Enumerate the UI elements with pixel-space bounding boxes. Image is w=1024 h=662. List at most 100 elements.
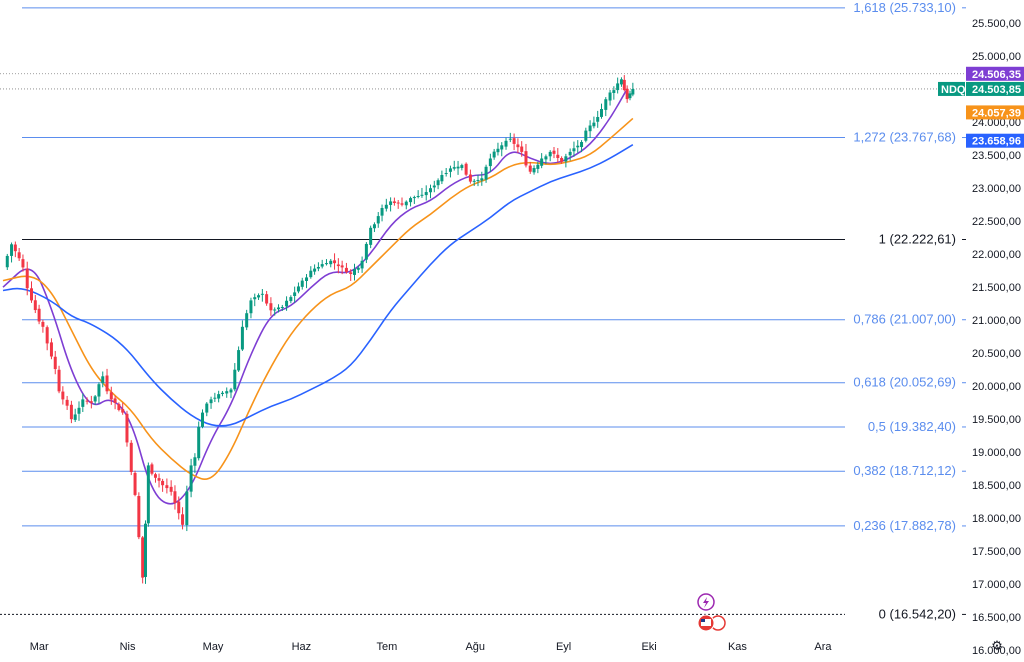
candle-body <box>37 308 41 322</box>
candle-body <box>520 146 524 152</box>
x-tick-label: Mar <box>30 641 49 653</box>
y-tick-label: 20.500,00 <box>972 348 1021 360</box>
candle-body <box>17 252 21 259</box>
candles <box>5 75 635 584</box>
candle-body <box>316 266 320 269</box>
fib-level-label: 0,236 (17.882,78) <box>853 518 956 533</box>
fib-level-label: 0,618 (20.052,69) <box>853 375 956 390</box>
candle-body <box>336 264 340 267</box>
fib-level-label: 0,5 (19.382,40) <box>868 419 956 434</box>
candle-body <box>144 523 147 577</box>
candle-body <box>141 537 145 578</box>
candle-body <box>409 198 413 203</box>
candle-body <box>448 168 452 172</box>
candle-body <box>150 464 154 474</box>
x-tick-label: Tem <box>377 641 398 653</box>
candle-body <box>400 203 404 205</box>
candle-body <box>157 478 161 481</box>
candle-body <box>508 138 512 140</box>
y-tick-label: 16.000,00 <box>972 645 1021 657</box>
candle-body <box>280 307 284 308</box>
candle-body <box>197 426 201 459</box>
x-tick-label: Eyl <box>556 641 571 653</box>
candle-body <box>576 145 580 148</box>
candle-body <box>245 313 249 328</box>
candle-body <box>404 201 408 206</box>
candle-body <box>277 307 280 310</box>
candle-body <box>173 491 177 503</box>
candle-body <box>360 260 364 269</box>
candle-body <box>269 303 273 311</box>
candle-body <box>444 173 448 175</box>
candle-body <box>616 83 620 91</box>
candle-body <box>456 166 460 169</box>
candle-body <box>625 88 629 100</box>
candle-body <box>305 277 309 281</box>
candle-body <box>146 465 150 524</box>
candle-body <box>309 270 313 278</box>
candle-body <box>416 195 420 197</box>
y-tick-label: 17.500,00 <box>972 546 1021 558</box>
candle-body <box>69 404 73 420</box>
candle-body <box>240 326 244 350</box>
candle-body <box>619 79 623 85</box>
candle-body <box>556 154 560 158</box>
candle-body <box>10 244 14 256</box>
candle-body <box>476 180 480 182</box>
candle-body <box>608 92 612 101</box>
flag-stripe <box>701 619 705 622</box>
candle-body <box>289 297 293 302</box>
price-badges: 24.506,35 24.503,85 NDQ 24.057,39 23.658,96 <box>938 66 1024 148</box>
candle-body <box>380 208 384 216</box>
y-tick-label: 24.000,00 <box>972 117 1021 129</box>
y-tick-label: 23.500,00 <box>972 150 1021 162</box>
price-badge-label: 24.503,85 <box>972 84 1021 96</box>
price-badge-label: 23.658,96 <box>972 136 1021 148</box>
y-tick-label: 17.000,00 <box>972 579 1021 591</box>
candle-body <box>201 412 204 427</box>
price-badge <box>966 105 1024 120</box>
candle-body <box>420 194 424 196</box>
candle-body <box>492 151 496 158</box>
candle-body <box>396 202 400 204</box>
y-tick-label: 21.000,00 <box>972 315 1021 327</box>
candle-body <box>480 178 484 181</box>
candle-body <box>384 204 388 209</box>
candle-body <box>73 414 77 420</box>
fib-level-label: 0,786 (21.007,00) <box>853 312 956 327</box>
y-tick-label: 19.000,00 <box>972 447 1021 459</box>
y-tick-label: 21.500,00 <box>972 282 1021 294</box>
candle-body <box>496 148 500 153</box>
event-markers[interactable] <box>697 593 726 632</box>
candle-body <box>612 90 616 93</box>
candle-body <box>432 185 436 188</box>
fib-level-label: 1 (22.222,61) <box>879 232 956 247</box>
candle-body <box>217 394 221 399</box>
candle-body <box>125 413 129 443</box>
candle-body <box>97 384 101 397</box>
candle-body <box>161 480 165 486</box>
x-axis[interactable]: Mar Nis May Haz Tem Ağu Eyl Eki Kas Ara <box>30 641 833 653</box>
settings-gear-icon[interactable]: ⚙ <box>991 638 1003 653</box>
candle-body <box>344 267 348 272</box>
candle-body <box>584 130 588 141</box>
candle-body <box>548 151 552 157</box>
candle-body <box>137 496 141 538</box>
candle-body <box>628 93 632 99</box>
candle-body <box>524 151 528 166</box>
candle-body <box>45 327 49 344</box>
candle-body <box>544 156 548 160</box>
y-axis[interactable]: 26.500,0026.000,0025.500,0025.000,0024.5… <box>972 0 1021 657</box>
y-tick-label: 22.000,00 <box>972 249 1021 261</box>
fib-level-label: 1,618 (25.733,10) <box>853 0 956 15</box>
candle-body <box>109 392 113 400</box>
x-tick-label: May <box>203 641 224 653</box>
y-tick-label: 25.000,00 <box>972 51 1021 63</box>
candle-body <box>429 188 432 193</box>
candle-body <box>57 369 61 392</box>
candle-body <box>528 165 532 172</box>
candle-body <box>600 109 603 117</box>
candle-body <box>101 376 105 384</box>
